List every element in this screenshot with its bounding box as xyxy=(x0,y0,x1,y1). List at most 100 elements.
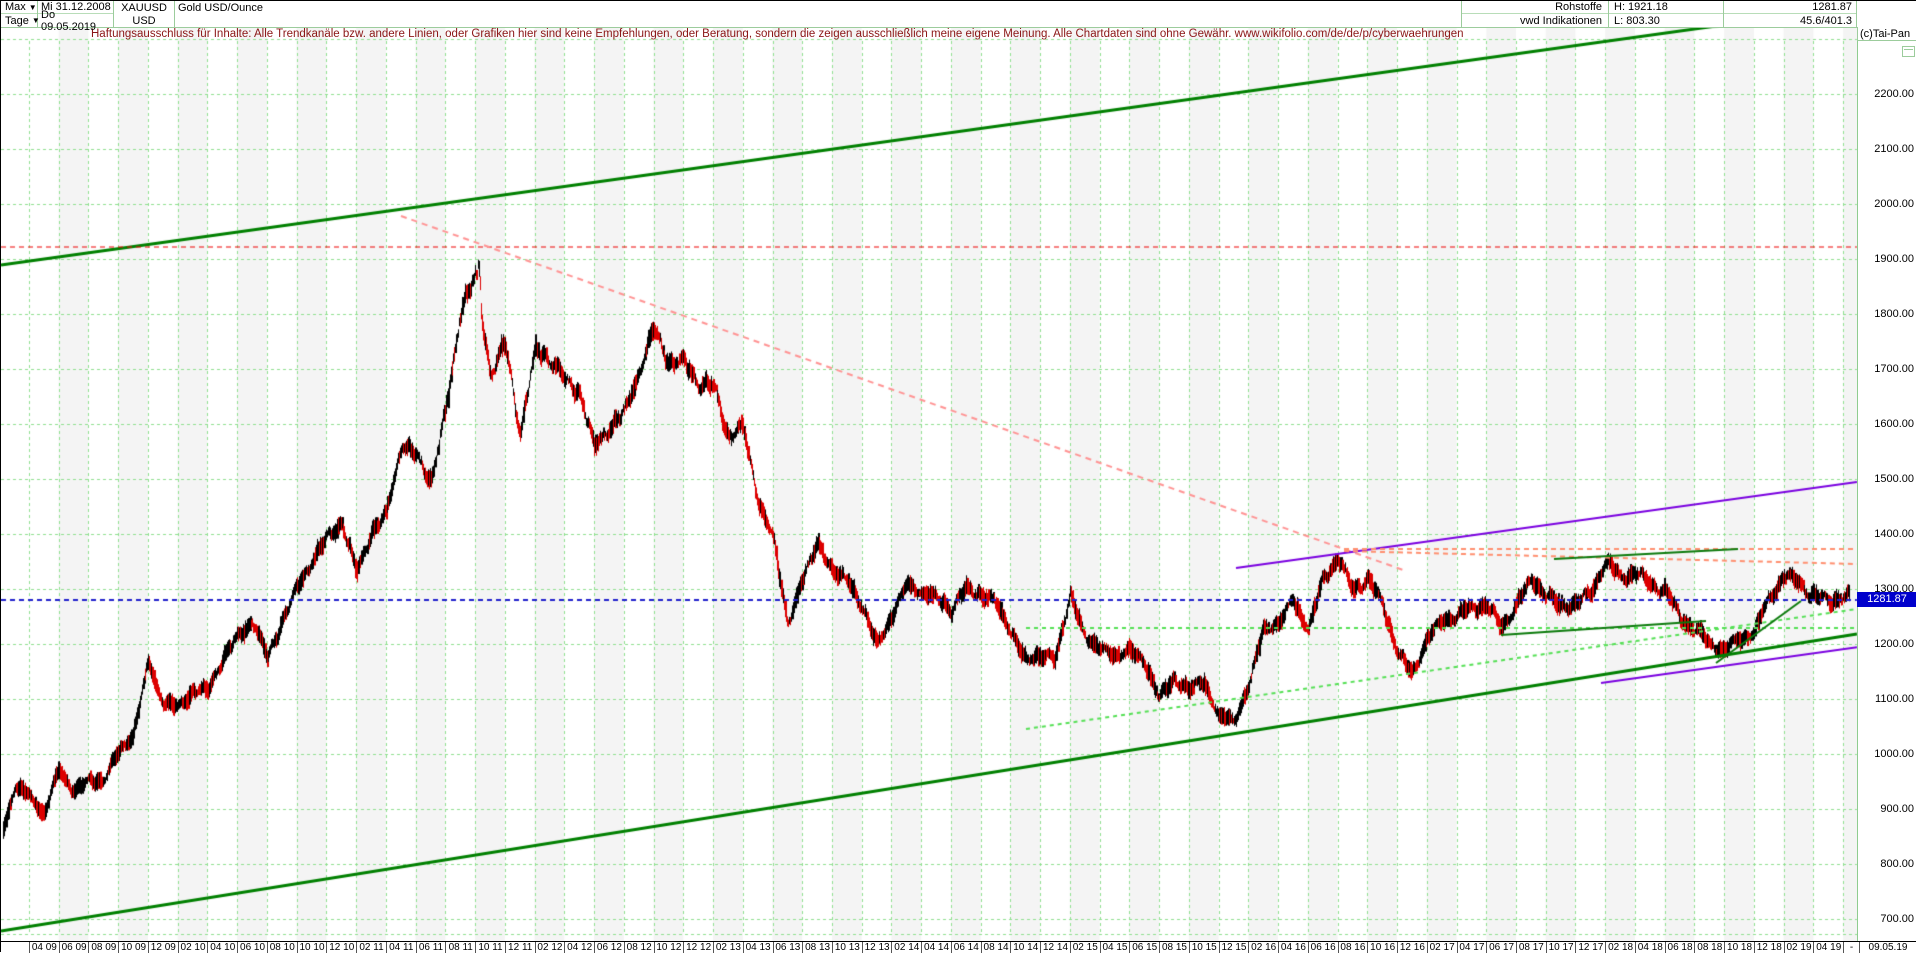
x-axis-label: 02 14 xyxy=(891,942,921,953)
high-value: H: 1921.18 xyxy=(1609,1,1723,14)
range-selector[interactable]: Max ▼ xyxy=(1,1,37,14)
x-axis-label: 02 19 xyxy=(1783,942,1814,953)
category-label: Rohstoffe xyxy=(1462,1,1608,14)
x-axis-label: 04 17 xyxy=(1456,942,1487,953)
x-axis-label: 08 14 xyxy=(980,942,1011,953)
symbol-code: XAUUSD xyxy=(114,1,174,14)
x-axis-label: 04 14 xyxy=(921,942,951,953)
x-axis-label: 08 11 xyxy=(445,942,475,953)
x-axis-label: 04 16 xyxy=(1278,942,1308,953)
x-axis-label: 10 15 xyxy=(1188,942,1219,953)
x-axis-label: 12 13 xyxy=(861,942,892,953)
x-axis-label: 08 12 xyxy=(623,942,654,953)
y-axis-label: 1400.00 xyxy=(1874,528,1914,540)
x-axis-label: 02 11 xyxy=(356,942,386,953)
x-axis-label: 04 19 xyxy=(1813,942,1843,953)
range-period-selectors: Max ▼ Tage ▼ xyxy=(1,1,40,27)
symbol-cell: XAUUSD USD xyxy=(114,1,175,27)
copyright-label: (c)Tai-Pan xyxy=(1857,27,1916,41)
low-value: L: 803.30 xyxy=(1609,14,1723,27)
x-axis-label: 04 10 xyxy=(207,942,237,953)
x-axis-label: 10 10 xyxy=(296,942,327,953)
high-label: H: 1921.18 xyxy=(1614,1,1668,13)
x-axis-label: 12 15 xyxy=(1218,942,1249,953)
symbol-label: XAUUSD xyxy=(121,1,167,14)
disclaimer-text: Haftungsausschluss für Inhalte: Alle Tre… xyxy=(91,28,1464,40)
x-axis-label: 08 13 xyxy=(802,942,832,953)
header-strip: Max ▼ Tage ▼ Mi 31.12.2008 Do 09.05.2019… xyxy=(1,1,1916,33)
date-to-field[interactable]: Do 09.05.2019 xyxy=(38,9,113,33)
y-axis-label: 2000.00 xyxy=(1874,198,1914,210)
currency-label: USD xyxy=(132,14,156,27)
x-axis-label: 02 12 xyxy=(534,942,565,953)
y-axis-label: 2100.00 xyxy=(1874,143,1914,155)
x-axis-label: 10 14 xyxy=(1010,942,1040,953)
category-cell: Rohstoffe vwd Indikationen xyxy=(1461,1,1609,27)
y-axis-label: 700.00 xyxy=(1880,913,1914,925)
x-axis-label: 10 13 xyxy=(831,942,862,953)
x-axis-label: 10 09 xyxy=(118,942,148,953)
y-axis-label: 1800.00 xyxy=(1874,308,1914,320)
x-axis-label: 06 13 xyxy=(772,942,803,953)
date-from-value: Mi 31.12.2008 xyxy=(41,1,111,13)
x-axis-label: 02 17 xyxy=(1426,942,1457,953)
date-range-cell: Mi 31.12.2008 Do 09.05.2019 xyxy=(38,1,114,33)
y-axis-label: 1700.00 xyxy=(1874,363,1914,375)
x-axis-label: 12 12 xyxy=(683,942,713,953)
x-axis-label: 12 18 xyxy=(1753,942,1784,953)
x-axis-label: 02 16 xyxy=(1248,942,1278,953)
x-axis-label: 10 17 xyxy=(1545,942,1576,953)
y-axis-label: 1500.00 xyxy=(1874,473,1914,485)
x-axis-label: - xyxy=(1843,942,1859,953)
x-axis-label: 08 17 xyxy=(1516,942,1546,953)
x-axis-label: 02 13 xyxy=(713,942,743,953)
y-axis-label: 1200.00 xyxy=(1874,638,1914,650)
x-axis-label: 06 14 xyxy=(950,942,981,953)
date-to-value: Do 09.05.2019 xyxy=(41,8,97,33)
x-axis-label: 08 15 xyxy=(1159,942,1189,953)
x-axis-label: 06 15 xyxy=(1129,942,1159,953)
x-axis-label: 08 18 xyxy=(1694,942,1724,953)
price-axis[interactable]: 2200.00 2100.00 2000.00 1900.00 1800.00 1700.… xyxy=(1857,41,1916,941)
x-axis-label: 06 18 xyxy=(1664,942,1695,953)
x-axis-label: 12 09 xyxy=(147,942,178,953)
last-price-label: 1281.87 xyxy=(1812,1,1852,13)
source-label: vwd Indikationen xyxy=(1462,14,1608,27)
x-axis-label: 06 10 xyxy=(237,942,267,953)
category-value: Rohstoffe xyxy=(1555,1,1602,13)
last-price-value: 1281.87 xyxy=(1724,1,1856,14)
x-axis-label: 10 12 xyxy=(653,942,684,953)
x-axis-label: 12 16 xyxy=(1397,942,1427,953)
time-axis[interactable]: 04 09 06 09 08 09 10 09 12 09 02 10 04 10 06 10… xyxy=(1,942,1916,953)
x-axis-label: 02 10 xyxy=(177,942,208,953)
current-price-tag: 1281.87 xyxy=(1857,591,1916,607)
time-axis-border xyxy=(1,941,1916,942)
range-selector-label: Max xyxy=(5,1,26,13)
date-from-field[interactable]: Mi 31.12.2008 xyxy=(38,1,113,14)
chevron-down-icon: ▼ xyxy=(28,2,37,12)
last-price-cell: 1281.87 45.6/401.3 xyxy=(1724,1,1857,27)
y-axis-label: 900.00 xyxy=(1880,803,1914,815)
x-axis-label: 09.05.19 xyxy=(1859,942,1916,953)
x-axis-label: 06 17 xyxy=(1486,942,1516,953)
x-axis-label: 06 12 xyxy=(594,942,624,953)
symbol-currency: USD xyxy=(114,14,174,27)
y-axis-label: 1600.00 xyxy=(1874,418,1914,430)
x-axis-label: 04 11 xyxy=(385,942,416,953)
x-axis-label: 04 09 xyxy=(29,942,59,953)
collapse-box-icon[interactable] xyxy=(1902,46,1915,57)
x-axis-label: 12 17 xyxy=(1575,942,1605,953)
x-axis-label: 02 18 xyxy=(1605,942,1635,953)
x-axis-label: 12 11 xyxy=(504,942,535,953)
copyright-text: (c)Tai-Pan xyxy=(1860,27,1911,40)
page-title: Gold USD/Ounce xyxy=(175,1,475,14)
x-axis-label: 12 14 xyxy=(1040,942,1070,953)
y-axis-label: 1000.00 xyxy=(1874,748,1914,760)
y-axis-label: 2200.00 xyxy=(1874,88,1914,100)
x-axis-label: 04 18 xyxy=(1634,942,1665,953)
x-axis-label: 06 09 xyxy=(58,942,89,953)
x-axis-label: 08 16 xyxy=(1337,942,1368,953)
period-selector[interactable]: Tage ▼ xyxy=(1,14,40,27)
